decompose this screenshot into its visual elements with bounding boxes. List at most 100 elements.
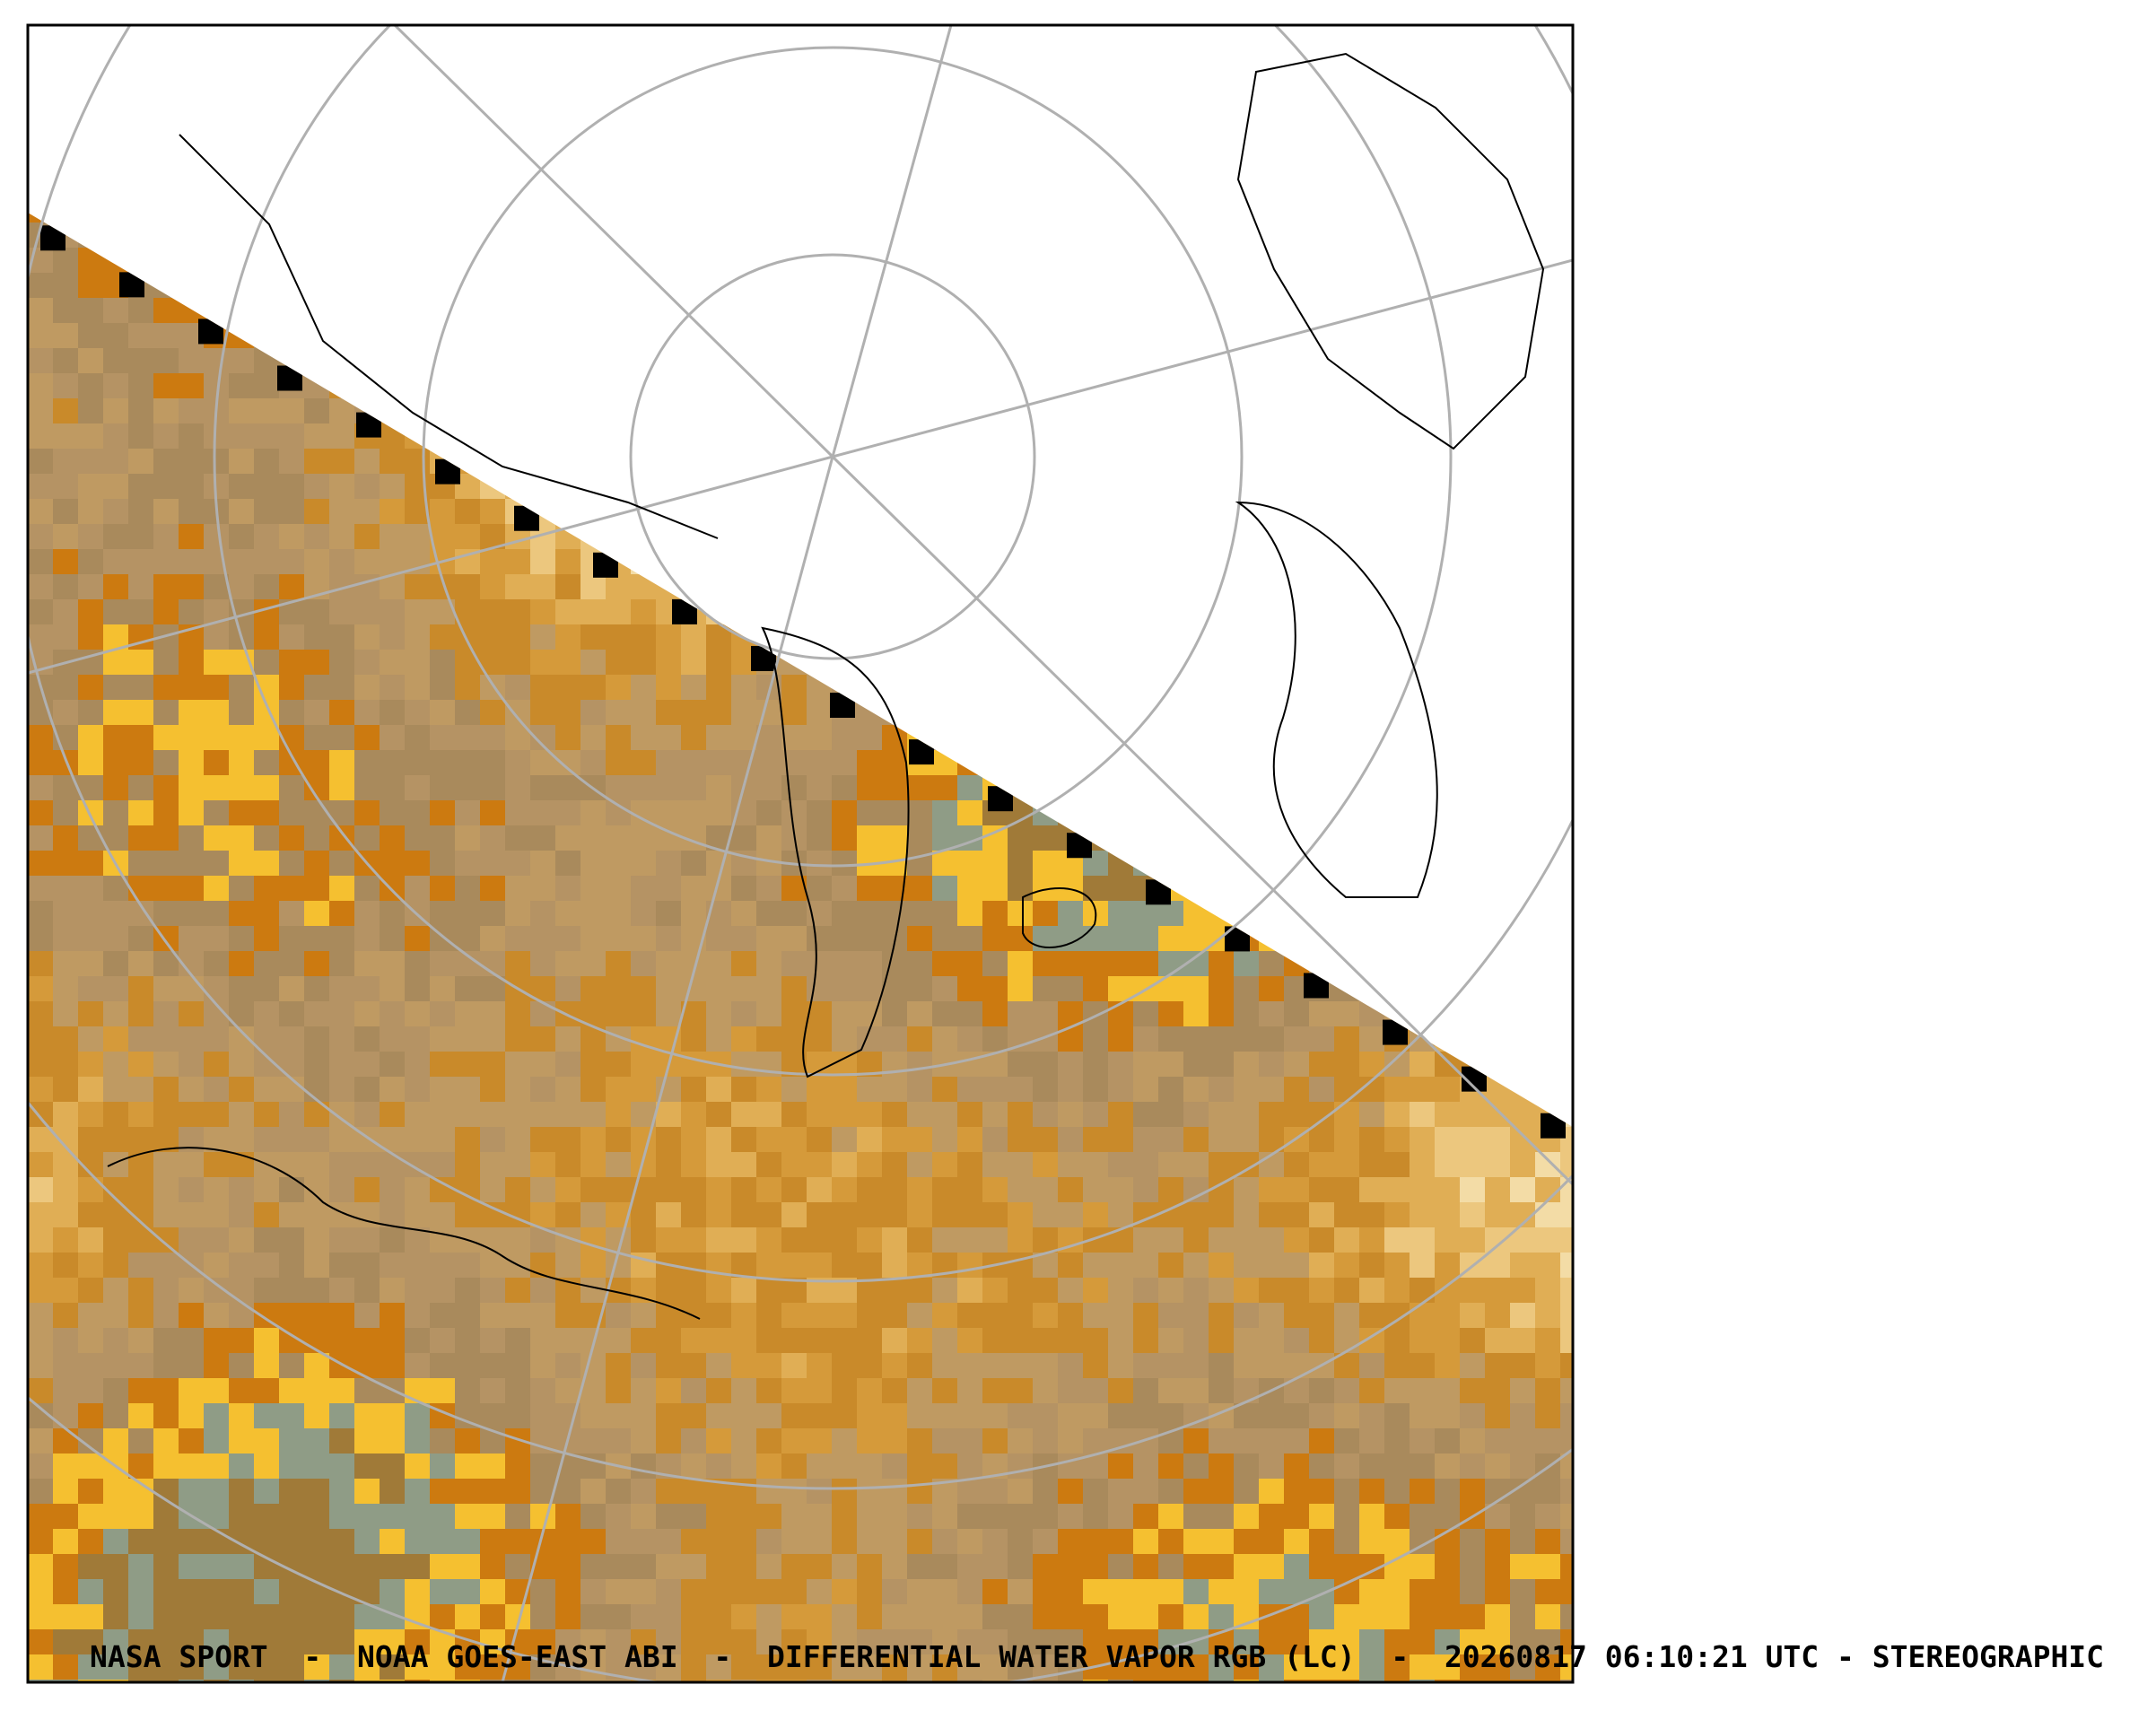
pixel [405,1253,430,1278]
pixel [1083,323,1108,348]
pixel [1460,524,1485,549]
pixel [405,213,430,223]
pixel [254,323,279,348]
pixel [781,1127,807,1152]
pixel [832,851,857,876]
pixel [279,675,304,700]
pixel [882,1278,907,1303]
pixel [1183,1504,1209,1529]
pixel [1460,474,1485,499]
pixel [631,876,656,901]
pixel [907,549,932,574]
pixel [807,825,832,851]
pixel [103,373,128,398]
pixel [1284,1554,1309,1579]
pixel [505,273,530,298]
pixel [932,800,957,825]
pixel [103,1353,128,1378]
pixel [1435,800,1460,825]
pixel [1083,1026,1108,1052]
pixel [1384,1102,1410,1127]
pixel [430,1353,455,1378]
pixel [1334,1403,1359,1428]
pixel [1158,524,1183,549]
pixel [1384,248,1410,273]
pixel [1234,750,1259,775]
pixel [204,675,229,700]
pixel [1510,951,1535,976]
pixel [229,1629,254,1654]
pixel [1133,474,1158,499]
pixel [606,298,631,323]
pixel [1083,1629,1108,1654]
pixel [631,599,656,624]
pixel [832,1102,857,1127]
pixel [480,1052,505,1077]
pixel [857,213,882,223]
pixel [1510,223,1535,248]
pixel [1183,976,1209,1001]
pixel [430,1278,455,1303]
pixel [1535,574,1560,599]
pixel [1259,1177,1284,1202]
pixel [480,725,505,750]
pixel [153,1102,179,1127]
pixel [405,273,430,298]
pixel [1234,1453,1259,1479]
pixel [1183,499,1209,524]
pixel [304,599,329,624]
pixel [1435,1378,1460,1403]
pixel [807,675,832,700]
pixel [229,926,254,951]
pixel [1234,474,1259,499]
pixel [505,1303,530,1328]
pixel [405,876,430,901]
pixel [279,1001,304,1026]
pixel [882,1202,907,1227]
pixel [1158,1077,1183,1102]
pixel [1309,474,1334,499]
pixel [882,1629,907,1654]
pixel [1058,1529,1083,1554]
pixel [681,750,706,775]
pixel [229,574,254,599]
pixel [405,1303,430,1328]
pixel [204,1654,229,1680]
pixel [204,876,229,901]
pixel [807,650,832,675]
pixel [480,1504,505,1529]
pixel [631,1529,656,1554]
pixel [1560,1479,1573,1504]
pixel [1259,213,1284,223]
pixel [329,423,354,449]
pixel [1410,750,1435,775]
pixel [1435,348,1460,373]
pixel [229,750,254,775]
pixel [103,825,128,851]
pixel [304,1278,329,1303]
pixel [254,1504,279,1529]
pixel [1033,499,1058,524]
no-data-cell [1304,973,1329,999]
pixel [1083,474,1108,499]
pixel [128,1177,153,1202]
pixel [982,298,1008,323]
pixel [380,223,405,248]
pixel [807,1202,832,1227]
pixel [329,549,354,574]
pixel [706,1202,731,1227]
pixel [681,1428,706,1453]
pixel [1284,449,1309,474]
pixel [1384,1403,1410,1428]
greenland-outline [761,626,910,1078]
pixel [781,951,807,976]
pixel [932,901,957,926]
pixel [681,901,706,926]
pixel [1334,423,1359,449]
pixel [982,725,1008,750]
pixel [832,926,857,951]
pixel [505,398,530,423]
pixel [354,1152,380,1177]
pixel [681,223,706,248]
pixel [128,373,153,398]
